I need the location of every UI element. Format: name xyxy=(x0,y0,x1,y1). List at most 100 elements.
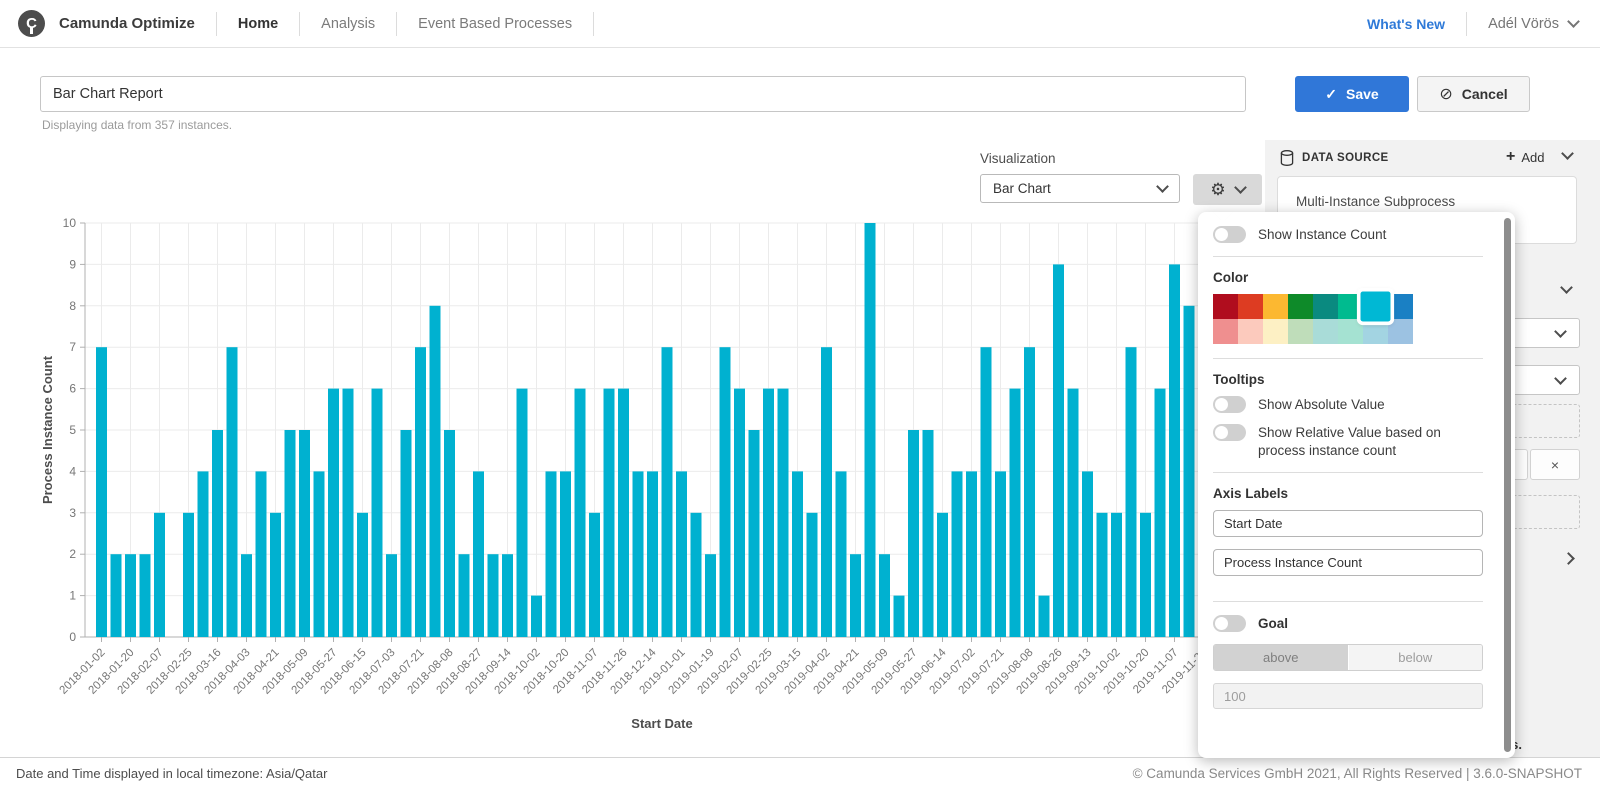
color-swatch[interactable] xyxy=(1213,319,1238,344)
color-swatch[interactable] xyxy=(1288,294,1313,319)
remove-button[interactable]: × xyxy=(1530,449,1580,480)
bar xyxy=(893,595,905,637)
y-axis-label-input[interactable] xyxy=(1213,549,1483,577)
data-source-heading: DATA SOURCE xyxy=(1302,152,1389,164)
chevron-down-icon xyxy=(1554,325,1567,338)
color-swatch[interactable] xyxy=(1313,294,1338,319)
x-axis-title: Start Date xyxy=(631,716,692,731)
color-swatch[interactable] xyxy=(1388,294,1413,319)
color-swatch[interactable] xyxy=(1238,319,1263,344)
goal-above-button[interactable]: above xyxy=(1214,645,1348,671)
color-swatch[interactable] xyxy=(1388,319,1413,344)
divider xyxy=(396,11,398,36)
goal-below-button[interactable]: below xyxy=(1347,645,1482,671)
y-axis-title: Process Instance Count xyxy=(40,355,55,504)
color-swatch[interactable] xyxy=(1288,319,1313,344)
bar xyxy=(415,347,426,637)
cancel-circle-icon: ⊘ xyxy=(1439,86,1453,103)
bar xyxy=(1183,305,1195,637)
divider xyxy=(1466,11,1468,36)
goal-direction-segmented: above below xyxy=(1213,644,1483,672)
bar xyxy=(226,347,238,637)
color-swatch[interactable] xyxy=(1338,294,1363,319)
svg-text:7: 7 xyxy=(69,340,76,354)
nav-analysis[interactable]: Analysis xyxy=(321,15,376,32)
bar xyxy=(719,347,731,637)
color-swatch[interactable] xyxy=(1263,294,1288,319)
color-swatch[interactable] xyxy=(1238,294,1263,319)
color-swatch[interactable] xyxy=(1338,319,1363,344)
bar xyxy=(951,471,963,637)
bar xyxy=(995,471,1006,637)
gear-icon: ⚙ xyxy=(1210,180,1226,199)
show-absolute-value-toggle[interactable] xyxy=(1213,396,1246,413)
bar xyxy=(545,471,557,637)
bar xyxy=(241,554,252,637)
chevron-down-icon xyxy=(1554,372,1567,385)
bar xyxy=(270,512,281,637)
bar xyxy=(400,430,412,637)
check-icon: ✓ xyxy=(1325,85,1338,102)
goal-heading: Goal xyxy=(1258,616,1289,632)
bar xyxy=(1125,347,1137,637)
bar xyxy=(864,223,876,637)
divider xyxy=(1213,472,1483,474)
product-title: Camunda Optimize xyxy=(59,15,195,32)
color-swatch[interactable] xyxy=(1263,319,1288,344)
svg-text:4: 4 xyxy=(69,464,76,478)
svg-text:1: 1 xyxy=(69,589,76,603)
bar xyxy=(371,388,383,637)
whats-new-link[interactable]: What's New xyxy=(1367,15,1446,32)
bar xyxy=(212,430,223,637)
bar xyxy=(502,554,513,637)
chevron-down-icon xyxy=(1567,15,1580,28)
color-swatch[interactable] xyxy=(1213,294,1238,319)
axis-labels-heading: Axis Labels xyxy=(1213,486,1289,502)
visualization-select[interactable]: Bar Chart xyxy=(980,174,1180,203)
color-swatch[interactable] xyxy=(1313,319,1338,344)
color-swatch[interactable] xyxy=(1360,291,1391,322)
goal-toggle[interactable] xyxy=(1213,615,1246,633)
show-instance-count-toggle[interactable] xyxy=(1213,226,1246,243)
save-button[interactable]: ✓ Save xyxy=(1295,76,1409,112)
camunda-logo-icon: C xyxy=(18,10,45,37)
bar xyxy=(284,430,296,637)
nav-event-based-processes[interactable]: Event Based Processes xyxy=(418,15,573,32)
bar xyxy=(589,512,600,637)
bar xyxy=(197,471,209,637)
nav-home[interactable]: Home xyxy=(237,15,279,32)
bar xyxy=(444,430,455,637)
bar xyxy=(110,554,122,637)
bar xyxy=(574,388,586,637)
bar xyxy=(125,554,136,637)
configuration-button[interactable]: ⚙ xyxy=(1193,174,1262,205)
cancel-button[interactable]: ⊘ Cancel xyxy=(1417,76,1530,112)
save-label: Save xyxy=(1346,86,1379,102)
user-menu[interactable]: Adél Vörös xyxy=(1488,15,1580,32)
show-relative-value-toggle[interactable] xyxy=(1213,424,1246,441)
bar xyxy=(980,347,992,637)
popup-pointer xyxy=(1213,212,1233,222)
timezone-note: Date and Time displayed in local timezon… xyxy=(16,766,328,781)
bar xyxy=(632,471,644,637)
x-axis-label-input[interactable] xyxy=(1213,510,1483,538)
bar xyxy=(255,471,267,637)
bar xyxy=(328,388,339,637)
bar xyxy=(96,347,107,637)
bar xyxy=(1082,471,1093,637)
divider xyxy=(593,11,595,36)
bar xyxy=(1038,595,1050,637)
bar xyxy=(1096,512,1108,637)
color-palette xyxy=(1213,291,1413,344)
color-swatch[interactable] xyxy=(1363,319,1388,344)
add-data-source-button[interactable]: + Add xyxy=(1506,149,1544,165)
bar xyxy=(937,512,948,637)
svg-text:9: 9 xyxy=(69,257,76,271)
popup-scrollbar[interactable] xyxy=(1504,218,1511,752)
bar xyxy=(299,430,310,637)
bar xyxy=(386,554,397,637)
divider xyxy=(1213,601,1483,603)
report-name-input[interactable] xyxy=(40,76,1246,112)
goal-value-input[interactable] xyxy=(1213,683,1483,710)
